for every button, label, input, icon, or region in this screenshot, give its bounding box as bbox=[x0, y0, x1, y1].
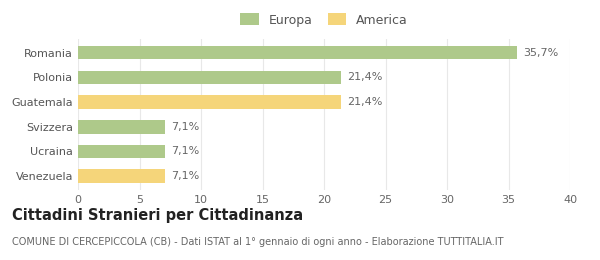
Text: 21,4%: 21,4% bbox=[347, 72, 383, 82]
Text: 21,4%: 21,4% bbox=[347, 97, 383, 107]
Text: 7,1%: 7,1% bbox=[172, 171, 200, 181]
Text: Cittadini Stranieri per Cittadinanza: Cittadini Stranieri per Cittadinanza bbox=[12, 208, 303, 223]
Bar bbox=[78, 46, 517, 60]
Bar bbox=[78, 70, 341, 84]
Text: 35,7%: 35,7% bbox=[523, 48, 559, 58]
Bar bbox=[78, 145, 166, 158]
Bar bbox=[78, 120, 166, 134]
Text: 7,1%: 7,1% bbox=[172, 122, 200, 132]
Bar bbox=[78, 169, 166, 183]
Text: COMUNE DI CERCEPICCOLA (CB) - Dati ISTAT al 1° gennaio di ogni anno - Elaborazio: COMUNE DI CERCEPICCOLA (CB) - Dati ISTAT… bbox=[12, 237, 503, 246]
Bar bbox=[78, 95, 341, 109]
Text: 7,1%: 7,1% bbox=[172, 146, 200, 157]
Legend: Europa, America: Europa, America bbox=[240, 14, 408, 27]
